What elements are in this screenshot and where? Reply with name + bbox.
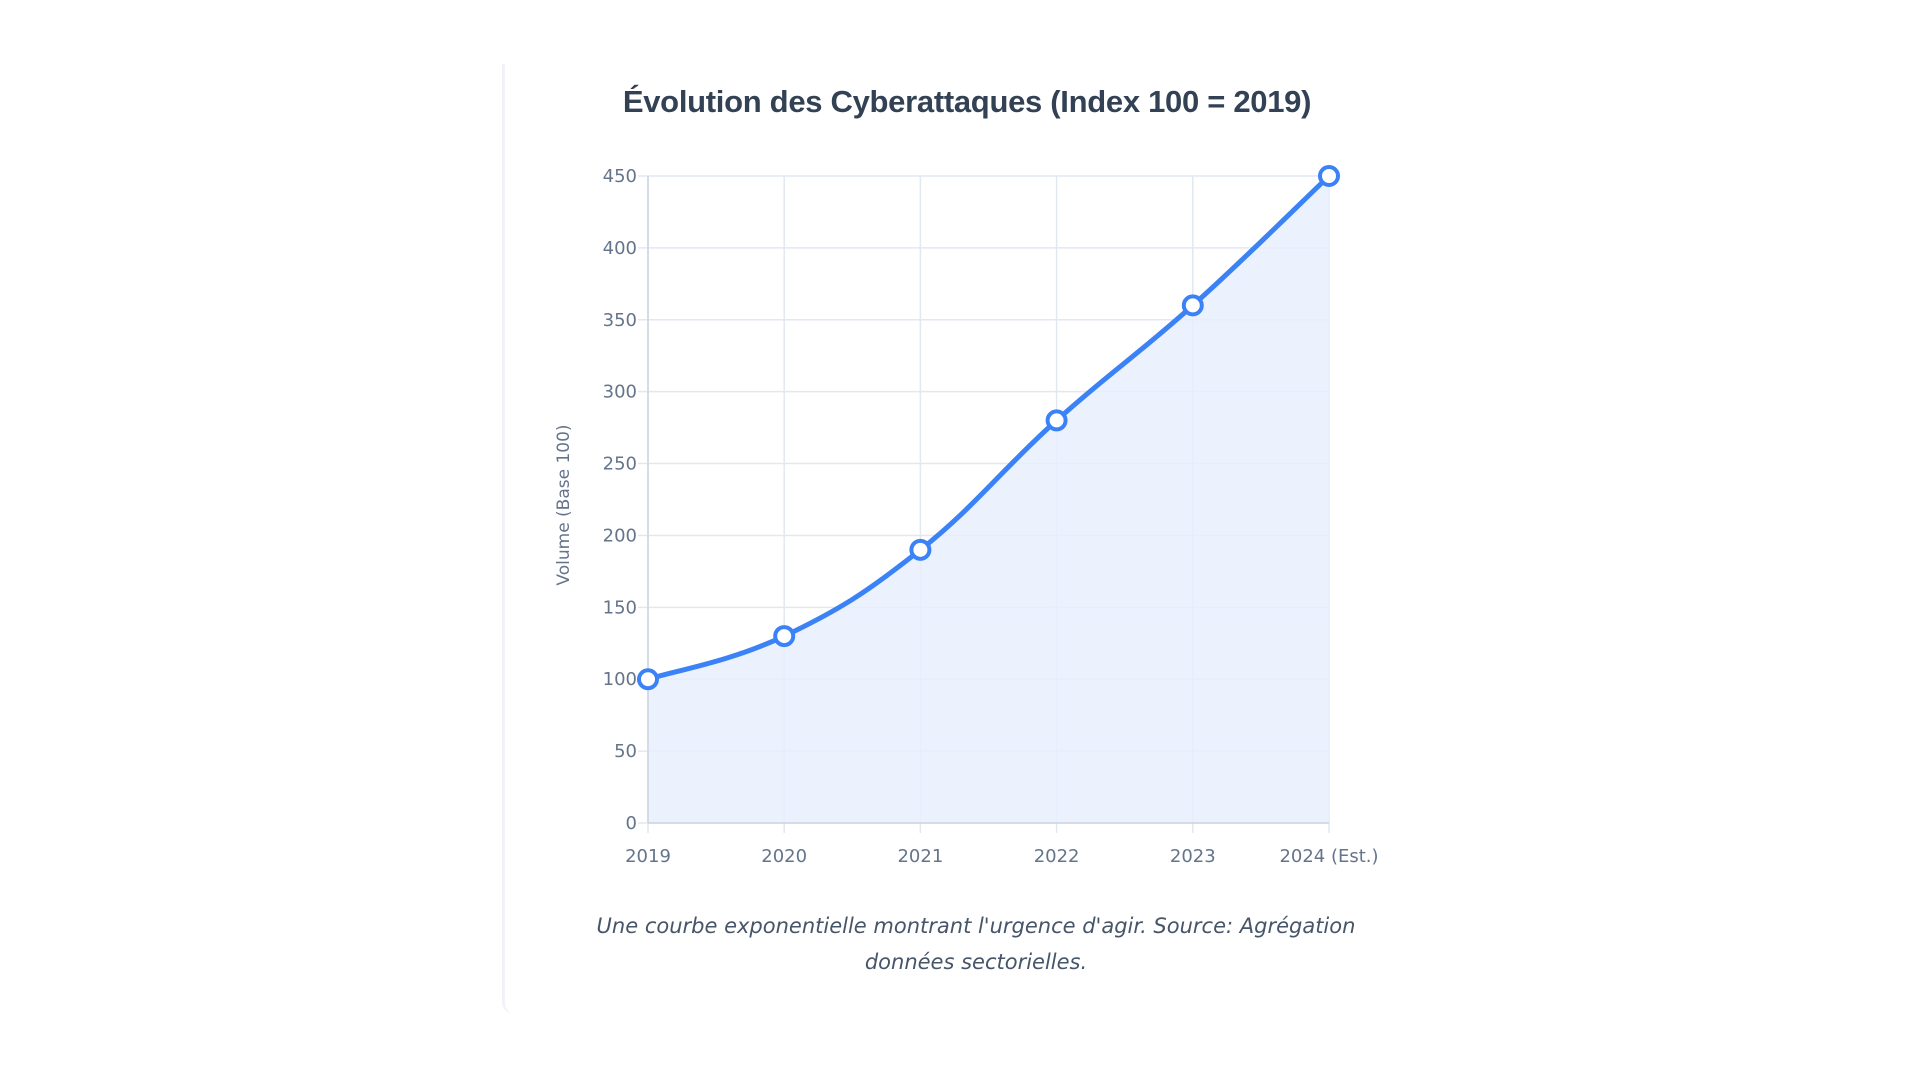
y-tick-label: 250 bbox=[603, 454, 637, 475]
x-tick-label: 2019 bbox=[625, 846, 671, 867]
data-point bbox=[1184, 296, 1202, 314]
x-tick-labels: 2019 2020 2021 2022 2023 2024 (Est.) bbox=[625, 846, 1378, 867]
y-tick-label: 0 bbox=[626, 813, 637, 834]
chart-caption: Une courbe exponentielle montrant l'urge… bbox=[566, 908, 1386, 980]
data-point bbox=[1048, 411, 1066, 429]
y-tick-label: 400 bbox=[603, 238, 637, 259]
data-point bbox=[1320, 167, 1338, 185]
y-tick-label: 200 bbox=[603, 525, 637, 546]
y-tick-label: 350 bbox=[603, 310, 637, 331]
data-point bbox=[775, 627, 793, 645]
x-tick-label: 2024 (Est.) bbox=[1279, 846, 1378, 867]
y-tick-labels: 0 50 100 150 200 250 300 350 400 450 bbox=[603, 166, 637, 834]
y-tick-label: 150 bbox=[603, 597, 637, 618]
x-tick-label: 2023 bbox=[1170, 846, 1216, 867]
data-point bbox=[639, 670, 657, 688]
x-tick-label: 2022 bbox=[1034, 846, 1080, 867]
y-tick-label: 100 bbox=[603, 669, 637, 690]
y-axis-title: Volume (Base 100) bbox=[554, 424, 574, 585]
data-point bbox=[911, 541, 929, 559]
y-tick-label: 50 bbox=[614, 741, 637, 762]
x-tick-label: 2020 bbox=[761, 846, 807, 867]
y-tick-label: 450 bbox=[603, 166, 637, 187]
y-tick-label: 300 bbox=[603, 382, 637, 403]
x-tick-label: 2021 bbox=[897, 846, 943, 867]
